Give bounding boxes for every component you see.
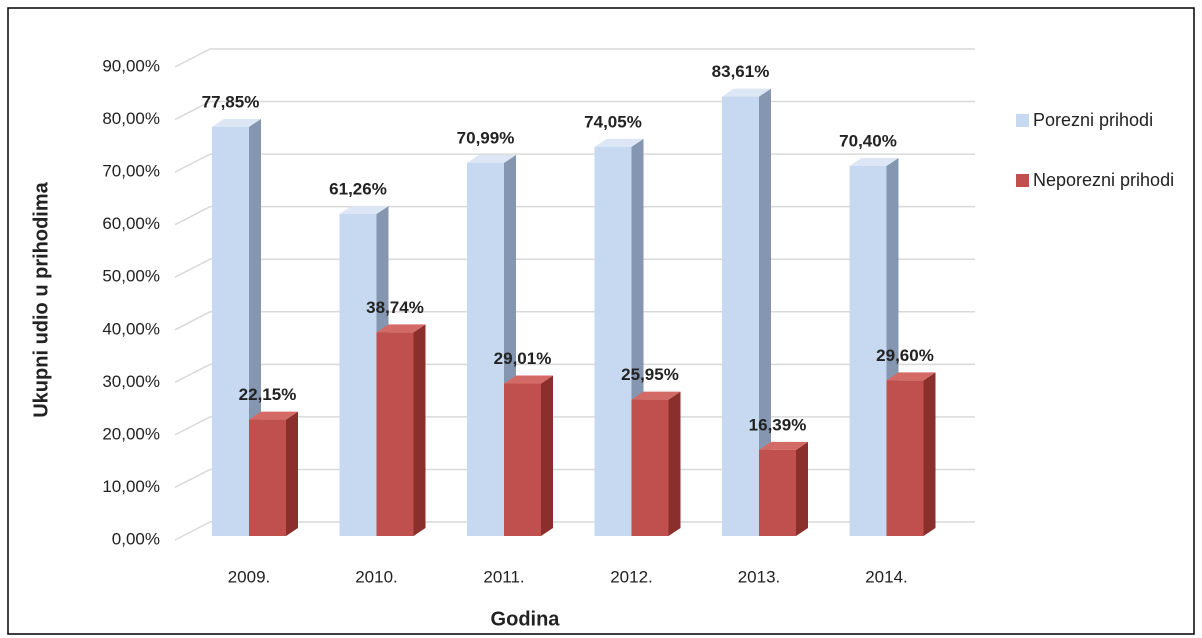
- bar-top: [212, 118, 261, 127]
- grid-line: [174, 521, 975, 541]
- bar: [504, 383, 541, 536]
- value-label: 74,05%: [584, 112, 642, 131]
- bar: [849, 166, 887, 536]
- value-label: 29,01%: [494, 349, 552, 368]
- grid-line: [174, 205, 975, 226]
- bar: [249, 419, 286, 536]
- x-tick-label: 2011.: [483, 567, 524, 586]
- grid-line: [174, 416, 975, 436]
- x-tick-label: 2013.: [738, 567, 781, 586]
- legend-swatch: [1016, 174, 1029, 187]
- x-tick-label: 2009.: [228, 567, 271, 586]
- value-label: 22,15%: [239, 385, 297, 404]
- bar-top: [631, 391, 681, 400]
- value-label: 61,26%: [329, 180, 387, 199]
- value-label: 38,74%: [366, 298, 424, 317]
- value-label: 83,61%: [712, 62, 770, 81]
- y-tick-label: 50,00%: [102, 267, 160, 286]
- legend-swatch: [1016, 114, 1029, 127]
- y-axis-title: Ukupni udio u prihodima: [30, 181, 52, 417]
- bar: [339, 214, 377, 536]
- y-tick-label: 70,00%: [102, 162, 160, 181]
- bar-side: [923, 372, 936, 536]
- legend-label: Porezni prihodi: [1033, 110, 1153, 130]
- grid-line: [174, 311, 975, 331]
- value-label: 16,39%: [749, 415, 807, 434]
- bar-top: [467, 154, 516, 163]
- value-label: 70,99%: [457, 128, 515, 147]
- bar: [631, 399, 669, 536]
- y-tick-label: 40,00%: [102, 319, 160, 338]
- bar-top: [339, 206, 389, 215]
- grid-line: [174, 153, 975, 173]
- x-tick-label: 2012.: [610, 567, 653, 586]
- grid-line: [174, 468, 975, 489]
- bar-top: [886, 372, 936, 381]
- value-label: 70,40%: [839, 131, 897, 150]
- bar: [722, 96, 759, 536]
- bar: [759, 449, 796, 536]
- bar: [467, 162, 504, 536]
- bar-top: [376, 324, 426, 333]
- y-tick-label: 80,00%: [102, 109, 160, 128]
- y-tick-label: 30,00%: [102, 372, 160, 391]
- y-tick-label: 60,00%: [102, 214, 160, 233]
- y-tick-label: 10,00%: [102, 477, 160, 496]
- bar-side: [413, 324, 426, 536]
- grid-line: [174, 363, 975, 384]
- bar-top: [722, 88, 771, 97]
- bar-top: [849, 158, 899, 167]
- legend-label: Neporezni prihodi: [1033, 170, 1174, 190]
- bar: [594, 146, 632, 536]
- bar-side: [796, 441, 808, 536]
- bar-top: [594, 138, 644, 147]
- value-label: 77,85%: [202, 92, 260, 111]
- grid-line: [174, 100, 975, 121]
- bar-side: [286, 411, 298, 536]
- bar-top: [759, 441, 808, 450]
- bar: [212, 126, 249, 536]
- x-tick-label: 2010.: [355, 567, 398, 586]
- value-label: 25,95%: [621, 365, 679, 384]
- x-axis-title: Godina: [491, 608, 561, 630]
- bar-side: [668, 391, 681, 536]
- grid-line: [174, 48, 975, 68]
- value-label: 29,60%: [876, 346, 934, 365]
- y-tick-label: 90,00%: [102, 56, 160, 75]
- x-tick-label: 2014.: [865, 567, 908, 586]
- bar-side: [759, 88, 771, 536]
- grid-line: [174, 258, 975, 278]
- bar: [886, 380, 924, 536]
- bar-top: [249, 411, 298, 420]
- bar-side: [541, 375, 553, 536]
- bar: [376, 332, 414, 536]
- bar-top: [504, 375, 553, 384]
- y-tick-label: 0,00%: [112, 529, 160, 548]
- y-tick-label: 20,00%: [102, 424, 160, 443]
